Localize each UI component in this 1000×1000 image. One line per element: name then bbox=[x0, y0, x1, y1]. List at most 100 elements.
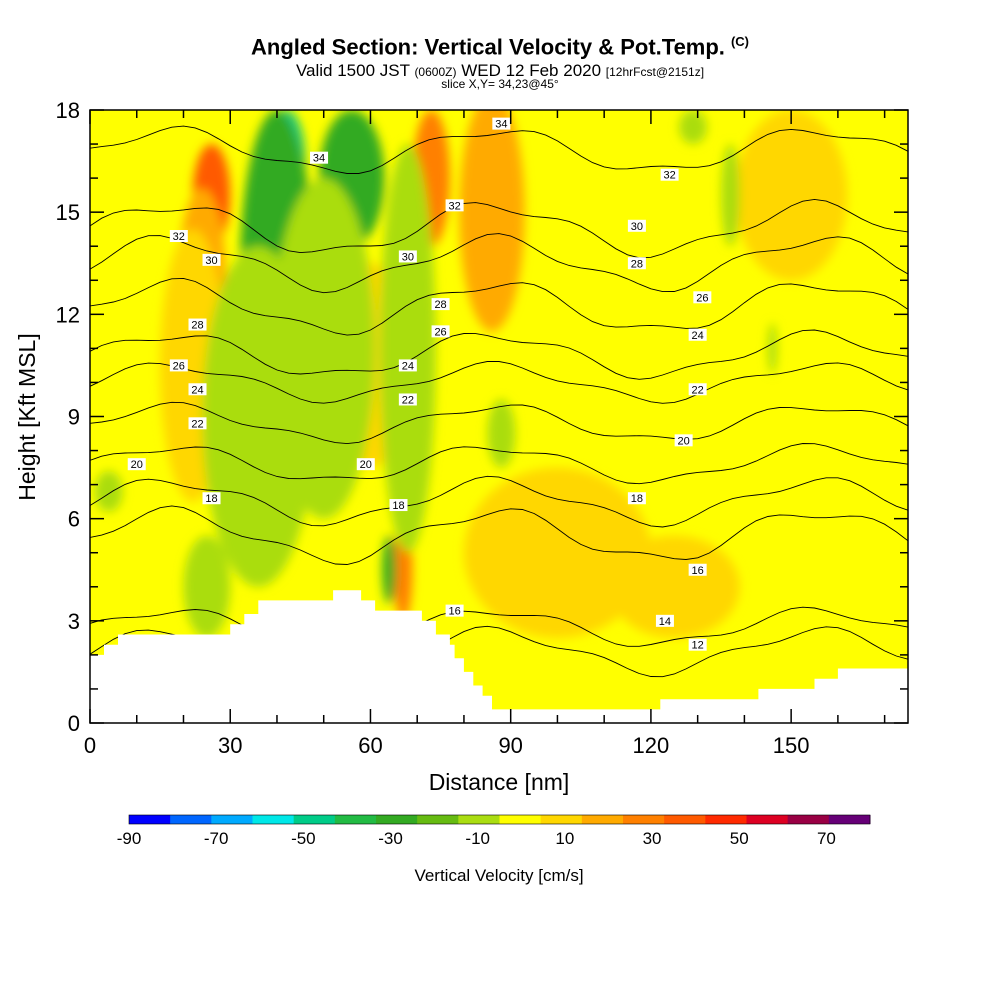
colorbar-swatch bbox=[170, 815, 212, 824]
contour-label: 26 bbox=[431, 325, 450, 338]
contour-label-text: 30 bbox=[402, 251, 414, 263]
colorbar-swatch bbox=[252, 815, 295, 824]
contour-label-text: 30 bbox=[631, 221, 643, 233]
y-axis-title: Height [Kft MSL] bbox=[14, 333, 40, 500]
y-tick-label: 18 bbox=[56, 98, 80, 123]
contour-label-text: 26 bbox=[434, 326, 446, 338]
chart-title: Angled Section: Vertical Velocity & Pot.… bbox=[0, 34, 1000, 60]
x-tick-label: 30 bbox=[218, 733, 242, 758]
contour-label: 14 bbox=[655, 614, 674, 628]
updraft-cell bbox=[735, 110, 848, 281]
valid-utc: (0600Z) bbox=[414, 65, 457, 79]
colorbar-swatch bbox=[787, 815, 830, 824]
colorbar-swatch bbox=[623, 815, 665, 824]
isentrope-line bbox=[90, 361, 908, 404]
contour-label-text: 28 bbox=[434, 299, 446, 311]
colorbar-swatch bbox=[334, 815, 377, 824]
downdraft-cell bbox=[487, 399, 516, 468]
contour-label: 24 bbox=[188, 383, 207, 396]
colorbar-labels: -90 -70 -50 -30 -10 10 30 50 70 bbox=[117, 829, 836, 848]
x-axis-title: Distance [nm] bbox=[429, 769, 570, 795]
contour-label-text: 24 bbox=[402, 360, 414, 372]
colorbar-tick-label: 30 bbox=[643, 829, 662, 848]
contour-label-text: 16 bbox=[448, 606, 460, 618]
downdraft-cell bbox=[183, 535, 231, 638]
contour-label-text: 34 bbox=[313, 153, 325, 165]
contour-label-text: 22 bbox=[692, 384, 704, 396]
units-tag: (C) bbox=[730, 34, 749, 49]
colorbar-swatch bbox=[746, 815, 789, 824]
colorbar-tick-label: 70 bbox=[817, 829, 836, 848]
colorbar-swatch bbox=[211, 815, 253, 824]
contour-label-text: 20 bbox=[678, 435, 690, 447]
y-tick-label: 15 bbox=[56, 200, 80, 225]
contour-label: 28 bbox=[431, 298, 450, 311]
contour-label-text: 24 bbox=[692, 330, 704, 342]
downdraft-cell bbox=[94, 470, 123, 512]
x-tick-label: 60 bbox=[358, 733, 382, 758]
valid-date: WED 12 Feb 2020 bbox=[461, 61, 602, 80]
colorbar-tick-label: -30 bbox=[378, 829, 403, 848]
contour-label: 32 bbox=[169, 230, 188, 243]
contour-label-text: 22 bbox=[402, 394, 414, 406]
colorbar-swatch bbox=[129, 815, 171, 824]
contour-label: 28 bbox=[627, 257, 646, 270]
contour-label-text: 26 bbox=[696, 292, 708, 304]
chart-title-text: Angled Section: Vertical Velocity & Pot.… bbox=[251, 34, 725, 60]
contour-label-text: 22 bbox=[191, 418, 203, 430]
updraft-cell bbox=[608, 535, 740, 638]
y-tick-label: 3 bbox=[68, 609, 80, 634]
colorbar-title: Vertical Velocity [cm/s] bbox=[414, 866, 583, 885]
contour-label: 26 bbox=[693, 291, 712, 304]
colorbar-swatch bbox=[458, 815, 500, 824]
contour-label: 24 bbox=[398, 359, 417, 372]
x-tick-labels: 0 30 60 90 120 150 bbox=[84, 733, 810, 758]
colorbar-swatch bbox=[293, 815, 336, 824]
isentrope-line bbox=[90, 475, 908, 528]
valid-prefix: Valid 1500 JST bbox=[295, 61, 410, 80]
contour-label-text: 18 bbox=[631, 493, 643, 505]
isentrope-line bbox=[90, 125, 908, 174]
valid-time-line: Valid 1500 JST (0600Z) WED 12 Feb 2020 [… bbox=[0, 61, 1000, 81]
contour-label: 22 bbox=[398, 393, 417, 406]
colorbar-tick-label: -10 bbox=[465, 829, 490, 848]
contour-label: 16 bbox=[688, 563, 707, 577]
contour-label-text: 32 bbox=[173, 231, 185, 243]
contour-label-text: 20 bbox=[131, 459, 143, 471]
contour-label: 12 bbox=[688, 638, 707, 652]
forecast-info: [12hrFcst@2151z] bbox=[605, 65, 705, 79]
slice-info: slice X,Y= 34,23@45° bbox=[441, 77, 559, 91]
velocity-field bbox=[94, 110, 848, 638]
contour-label-text: 32 bbox=[663, 170, 675, 182]
colorbar-swatch bbox=[499, 815, 542, 824]
contour-label: 32 bbox=[660, 168, 679, 182]
isentrope-line bbox=[90, 443, 908, 485]
downdraft-cell bbox=[678, 110, 708, 145]
contour-label: 30 bbox=[398, 250, 417, 263]
y-tick-label: 12 bbox=[56, 302, 80, 327]
x-tick-label: 150 bbox=[773, 733, 810, 758]
isentrope-line bbox=[90, 401, 908, 445]
axis-ticks bbox=[89, 109, 908, 724]
contour-label-text: 24 bbox=[191, 384, 203, 396]
contour-label: 16 bbox=[445, 604, 464, 618]
colorbar-swatch bbox=[664, 815, 706, 824]
colorbar-tick-label: -90 bbox=[117, 829, 142, 848]
contour-label-text: 14 bbox=[659, 616, 671, 628]
colorbar-tick-label: -70 bbox=[204, 829, 229, 848]
colorbar-swatch bbox=[828, 815, 871, 824]
contour-label-layer: 34 34 32 32 32 30 30 30 28 28 28 26 26 26 24 24 24 22 22 22… bbox=[127, 117, 712, 652]
contour-label-text: 34 bbox=[495, 119, 507, 131]
contour-label: 18 bbox=[627, 492, 646, 505]
colorbar-tick-label: 10 bbox=[555, 829, 574, 848]
contour-label: 28 bbox=[188, 318, 207, 332]
colorbar-swatch bbox=[540, 815, 583, 824]
colorbar-swatch bbox=[376, 815, 418, 824]
plot-area: 34 34 32 32 32 30 30 30 28 28 28 26 26 26 24 24 24 22 22 22… bbox=[90, 110, 908, 723]
contour-label: 20 bbox=[356, 458, 375, 471]
contour-label: 34 bbox=[492, 117, 511, 131]
y-tick-label: 0 bbox=[68, 711, 80, 736]
colorbar-swatch bbox=[581, 815, 624, 824]
updraft-cell bbox=[459, 110, 525, 332]
